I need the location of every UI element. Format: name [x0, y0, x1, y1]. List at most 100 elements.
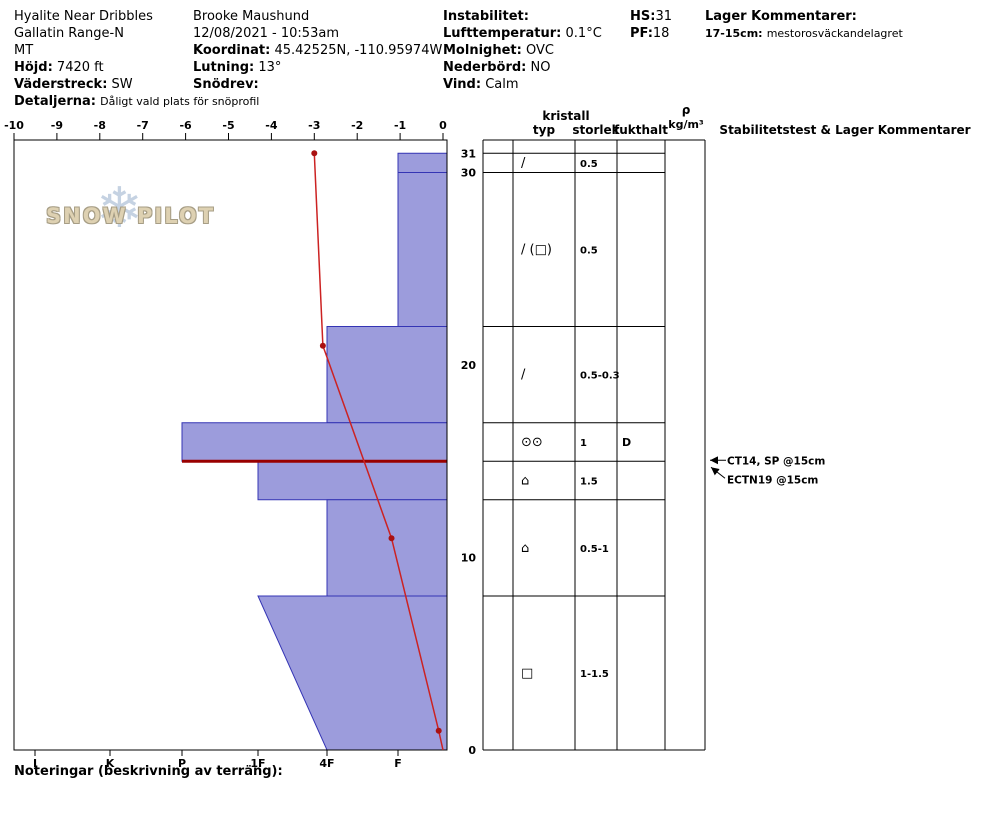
pf-label: PF: — [630, 26, 653, 41]
sky-value: OVC — [525, 43, 554, 58]
grain-size-value: 0.5-1 — [580, 544, 609, 555]
hardness-axis-label: P — [178, 757, 186, 770]
temp-axis-label: -3 — [308, 119, 320, 132]
grain-type-symbol: / — [521, 368, 526, 383]
elevation-label: Höjd: — [14, 60, 53, 75]
snow-layer-bar — [181, 422, 448, 462]
chart-border — [13, 139, 448, 751]
header-weather-column: Instabilitet: Lufttemperatur: 0.1°C Moln… — [443, 8, 602, 93]
grain-size-value: 1.5 — [580, 477, 598, 488]
site-elevation-row: Höjd: 7420 ft — [14, 59, 259, 76]
drift-row: Snödrev: — [193, 76, 442, 93]
hs-row: HS:31 — [630, 8, 672, 25]
aspect-value: SW — [111, 77, 133, 92]
grain-type-symbol: □ — [521, 666, 533, 681]
col-header-rho: ρ — [682, 103, 691, 117]
layer-comments-title: Lager Kommentarer: — [705, 9, 857, 24]
grain-size-value: 0.5 — [580, 159, 598, 170]
grain-size-value: 1-1.5 — [580, 669, 609, 680]
sky-row: Molnighet: OVC — [443, 42, 602, 59]
grain-type-symbol: ⌂ — [521, 541, 529, 556]
layer-comment-depth: 17-15cm: — [705, 27, 763, 40]
temp-axis-label: -6 — [179, 119, 192, 132]
temp-axis-label: -10 — [4, 119, 24, 132]
temp-axis-label: -8 — [94, 119, 106, 132]
temp-axis-label: -9 — [51, 119, 63, 132]
col-header-fukthalt: fukthalt — [614, 123, 668, 137]
coords-label: Koordinat: — [193, 43, 271, 58]
details-label: Detaljerna: — [14, 94, 96, 109]
header-layer-comments-column: Lager Kommentarer: 17-15cm: mestorosväck… — [705, 8, 903, 42]
temperature-point — [388, 535, 395, 542]
slope-label: Lutning: — [193, 60, 255, 75]
hs-label: HS: — [630, 9, 656, 24]
hs-value: 31 — [655, 9, 672, 24]
aspect-label: Väderstreck: — [14, 77, 108, 92]
site-details-row: Detaljerna: Dåligt vald plats för snöpro… — [14, 93, 259, 110]
temp-axis-label: -1 — [394, 119, 406, 132]
temp-axis-label: -7 — [137, 119, 149, 132]
depth-axis-label: 30 — [461, 167, 477, 180]
col-header-typ: typ — [533, 123, 556, 137]
sky-label: Molnighet: — [443, 43, 522, 58]
hardness-axis-label: K — [106, 757, 115, 770]
coords-value: 45.42525N, -110.95974W — [274, 43, 443, 58]
temperature-point — [311, 150, 318, 157]
temp-axis-label: -2 — [351, 119, 363, 132]
hardness-axis-label: F — [394, 757, 402, 770]
snow-layer-bar — [397, 172, 448, 327]
moisture-value: D — [622, 436, 631, 449]
instability-row: Instabilitet: — [443, 8, 602, 25]
snow-layer-bar — [257, 595, 448, 751]
header-observer-column: Brooke Maushund 12/08/2021 - 10:53am Koo… — [193, 8, 442, 93]
grain-size-value: 0.5-0.3 — [580, 371, 620, 382]
snow-layer-bar — [326, 499, 448, 597]
airtemp-value: 0.1°C — [565, 26, 602, 41]
col-header-storlek: storlek — [572, 123, 620, 137]
depth-axis-label: 20 — [461, 359, 477, 372]
wind-label: Vind: — [443, 77, 482, 92]
grain-type-symbol: ⊙⊙ — [521, 435, 543, 450]
depth-axis-label: 0 — [468, 744, 476, 757]
layer-comment-entry: 17-15cm: mestorosväckandelagret — [705, 25, 903, 42]
hardness-axis-label: I — [33, 757, 37, 770]
stability-test-arrow — [710, 466, 726, 479]
elevation-value: 7420 ft — [56, 60, 104, 75]
details-value: Dåligt vald plats för snöprofil — [100, 95, 260, 108]
observer-name: Brooke Maushund — [193, 9, 310, 24]
col-header-comments: Stabilitetstest & Lager Kommentarer — [719, 123, 970, 137]
stability-test-label: ECTN19 @15cm — [727, 474, 818, 486]
drift-label: Snödrev: — [193, 77, 259, 92]
airtemp-row: Lufttemperatur: 0.1°C — [443, 25, 602, 42]
grain-type-symbol: / (□) — [521, 243, 552, 258]
temperature-point — [435, 727, 442, 734]
notes-heading: Noteringar (beskrivning av terräng): — [14, 764, 283, 779]
instability-label: Instabilitet: — [443, 9, 529, 24]
temperature-point — [319, 342, 326, 349]
precip-row: Nederbörd: NO — [443, 59, 602, 76]
wind-value: Calm — [485, 77, 519, 92]
wind-row: Vind: Calm — [443, 76, 602, 93]
snow-layer-bar — [397, 152, 448, 173]
snow-profile-chart: -10 -9 -8 -7 -6 -5 -4 -3 -2 -1 0I K P 1F 4F F313020100k… — [4, 103, 971, 770]
grain-type-symbol: ⌂ — [521, 474, 529, 489]
slope-row: Lutning: 13° — [193, 59, 442, 76]
grain-size-value: 1 — [580, 438, 587, 449]
temp-axis-label: 0 — [439, 119, 447, 132]
hardness-axis-label: 1F — [250, 757, 265, 770]
layer-comment-text: mestorosväckandelagret — [766, 27, 903, 40]
col-header-rho-units: kg/m³ — [668, 118, 704, 131]
snow-layer-bar — [257, 460, 448, 501]
coords-row: Koordinat: 45.42525N, -110.95974W — [193, 42, 442, 59]
stability-test-label: CT14, SP @15cm — [727, 455, 825, 467]
pf-row: PF:18 — [630, 25, 672, 42]
observation-datetime: 12/08/2021 - 10:53am — [193, 26, 339, 41]
site-range: Gallatin Range-N — [14, 26, 124, 41]
depth-axis-label: 10 — [461, 552, 477, 565]
site-state: MT — [14, 43, 34, 58]
precip-value: NO — [530, 60, 551, 75]
temp-axis-label: -4 — [265, 119, 278, 132]
grain-size-value: 0.5 — [580, 246, 598, 257]
header-site-column: Hyalite Near Dribbles Gallatin Range-N M… — [14, 8, 259, 110]
pf-value: 18 — [652, 26, 670, 41]
